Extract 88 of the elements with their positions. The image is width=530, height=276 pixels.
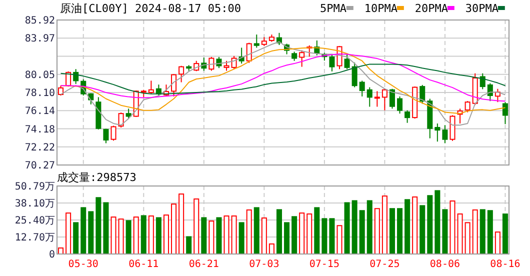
bar — [329, 218, 335, 254]
y-tick-label: 70.27 — [24, 160, 55, 172]
y-tick-label: 80.05 — [24, 70, 55, 81]
bar — [502, 214, 508, 254]
y-tick-label: 25.40万 — [14, 215, 55, 226]
bar — [434, 190, 440, 254]
bar — [156, 217, 162, 254]
bar — [224, 215, 230, 254]
bar — [359, 210, 365, 254]
bar — [133, 216, 139, 254]
bar — [231, 215, 237, 254]
x-tick-label: 08-16 — [490, 259, 520, 270]
bar — [80, 207, 86, 254]
bar — [194, 198, 200, 254]
x-tick-label: 06-11 — [128, 259, 159, 270]
bar — [472, 209, 478, 254]
bar — [96, 197, 102, 254]
bar — [487, 210, 493, 254]
bar — [66, 212, 72, 254]
candlestick — [359, 80, 365, 97]
bar — [276, 209, 282, 254]
bar — [186, 236, 192, 254]
bar — [352, 200, 358, 254]
bar — [420, 205, 426, 254]
bar — [73, 222, 79, 254]
y-tick-label: 50.79万 — [14, 182, 55, 192]
bar — [306, 213, 312, 254]
bar — [412, 196, 418, 254]
bar — [389, 208, 395, 254]
bar — [322, 218, 328, 254]
y-tick-label: 74.18 — [24, 124, 55, 136]
bar — [494, 232, 500, 254]
bar — [344, 202, 350, 254]
bar — [292, 216, 298, 254]
bar — [382, 196, 388, 254]
y-tick-label: 78.10 — [24, 88, 55, 99]
legend-label: 30PMA — [465, 2, 499, 15]
bar — [246, 209, 252, 254]
bar — [140, 215, 146, 254]
bar — [103, 202, 109, 254]
legend-label: 20PMA — [414, 2, 448, 15]
y-tick-label: 83.97 — [24, 34, 55, 45]
bar — [480, 209, 486, 254]
y-tick-label: 38.10万 — [14, 198, 55, 210]
bar — [450, 200, 456, 254]
bar — [336, 225, 342, 254]
bar — [118, 218, 124, 254]
bar — [171, 204, 177, 254]
bar — [208, 220, 214, 254]
legend-label: 5PMA — [320, 2, 347, 15]
x-tick-label: 07-03 — [249, 259, 280, 270]
chart-title: 成交量:298573 — [57, 171, 136, 184]
legend-label: 10PMA — [364, 2, 398, 15]
bar — [427, 195, 433, 254]
x-tick-label: 08-06 — [430, 259, 460, 270]
y-tick-label: 76.14 — [24, 106, 55, 118]
bar — [163, 214, 169, 254]
bar — [464, 222, 470, 254]
bar — [442, 209, 448, 254]
x-tick-label: 06-21 — [188, 259, 219, 270]
bar — [404, 199, 410, 254]
x-tick-label: 07-15 — [309, 259, 340, 270]
bar — [148, 215, 154, 254]
y-tick-label: 72.22 — [24, 142, 55, 154]
bar — [314, 207, 320, 254]
y-tick-label: 0 — [48, 250, 55, 260]
bar — [216, 217, 222, 254]
bar — [254, 207, 260, 254]
bar — [126, 220, 132, 254]
bar — [299, 212, 305, 254]
x-tick-label: 05-30 — [68, 259, 98, 270]
chart-title: 原油[CL00Y] 2024-08-17 05:00 — [60, 2, 241, 15]
y-tick-label: 12.70万 — [14, 232, 55, 244]
bar — [178, 194, 184, 254]
bar — [397, 208, 403, 254]
bar — [201, 217, 207, 254]
line-series — [60, 64, 506, 94]
bar — [457, 213, 463, 254]
bar — [268, 243, 274, 254]
bar — [238, 222, 244, 254]
bar — [110, 216, 116, 254]
y-tick-label: 85.92 — [24, 16, 55, 26]
bar — [366, 200, 372, 254]
x-tick-label: 07-25 — [370, 259, 400, 270]
bar — [261, 217, 267, 254]
bar — [284, 222, 290, 254]
bar — [374, 208, 380, 254]
bar — [88, 211, 94, 254]
